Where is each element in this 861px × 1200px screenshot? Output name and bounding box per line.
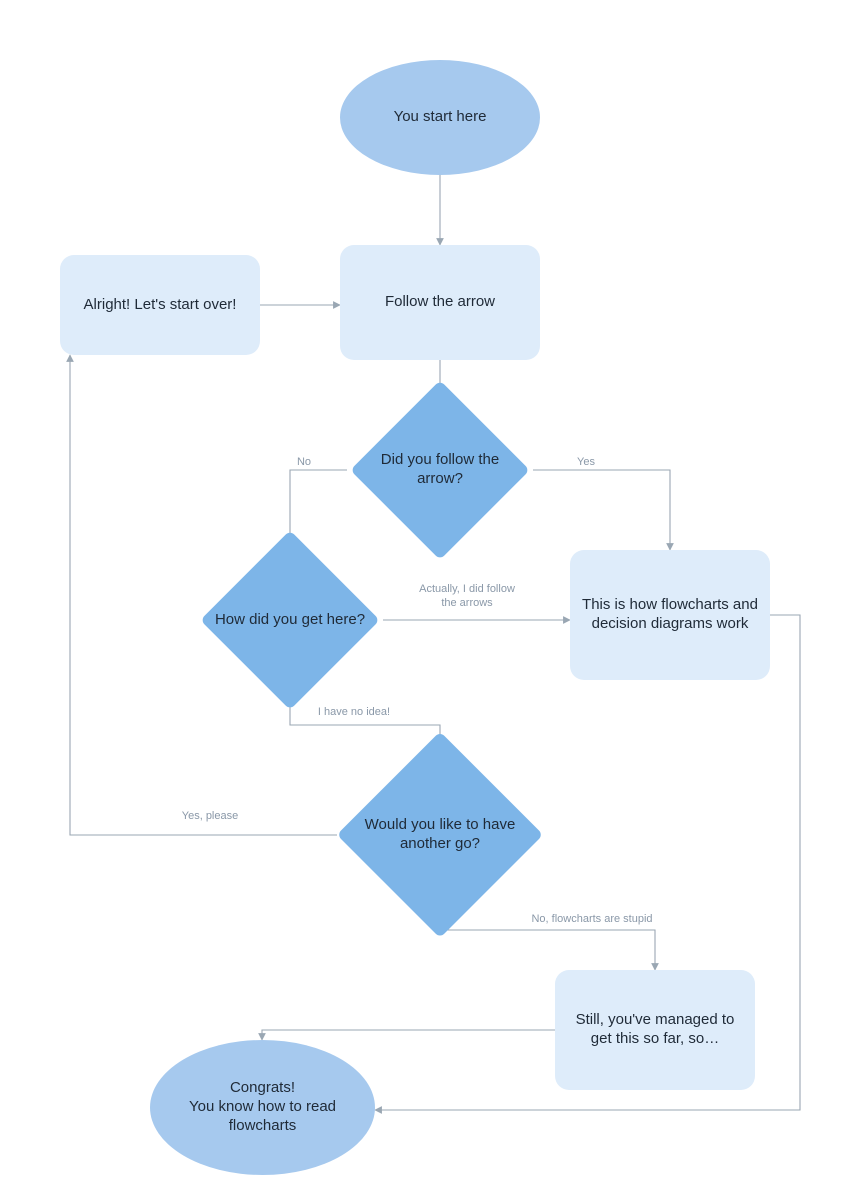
- edge-label-anothergo-startover: Yes, please: [182, 810, 238, 824]
- node-howworks: This is how flowcharts and decision diag…: [570, 550, 770, 680]
- node-label: Follow the arrow: [385, 293, 495, 312]
- edge-didyou-howworks: [533, 470, 670, 550]
- edge-anothergo-still: [440, 910, 655, 970]
- node-label: Did you follow the arrow?: [357, 451, 523, 489]
- edge-label-anothergo-still: No, flowcharts are stupid: [531, 913, 652, 927]
- edge-howget-anothergo: [290, 685, 440, 760]
- node-label: Still, you've managed to get this so far…: [565, 1011, 745, 1049]
- node-anothergo: Would you like to have another go?: [337, 760, 543, 910]
- node-label: You start here: [394, 108, 487, 127]
- node-startover: Alright! Let's start over!: [60, 255, 260, 355]
- edge-label-howget-anothergo: I have no idea!: [318, 706, 390, 720]
- node-label: How did you get here?: [211, 611, 369, 630]
- node-still: Still, you've managed to get this so far…: [555, 970, 755, 1090]
- node-follow: Follow the arrow: [340, 245, 540, 360]
- edge-still-congrats: [262, 1030, 555, 1040]
- edge-label-didyou-howworks: Yes: [577, 456, 595, 470]
- node-howget: How did you get here?: [197, 555, 383, 685]
- node-start: You start here: [340, 60, 540, 175]
- flowchart-canvas: No Yes Actually, I did follow the arrows I …: [0, 0, 861, 1200]
- node-label: Congrats! You know how to read flowchart…: [160, 1079, 365, 1135]
- node-didyou: Did you follow the arrow?: [347, 405, 533, 535]
- node-label: Alright! Let's start over!: [84, 296, 237, 315]
- node-congrats: Congrats! You know how to read flowchart…: [150, 1040, 375, 1175]
- node-label: Would you like to have another go?: [347, 816, 533, 854]
- edge-label-didyou-howget: No: [297, 456, 311, 470]
- edge-label-howget-howworks: Actually, I did follow the arrows: [419, 583, 515, 611]
- node-label: This is how flowcharts and decision diag…: [580, 596, 760, 634]
